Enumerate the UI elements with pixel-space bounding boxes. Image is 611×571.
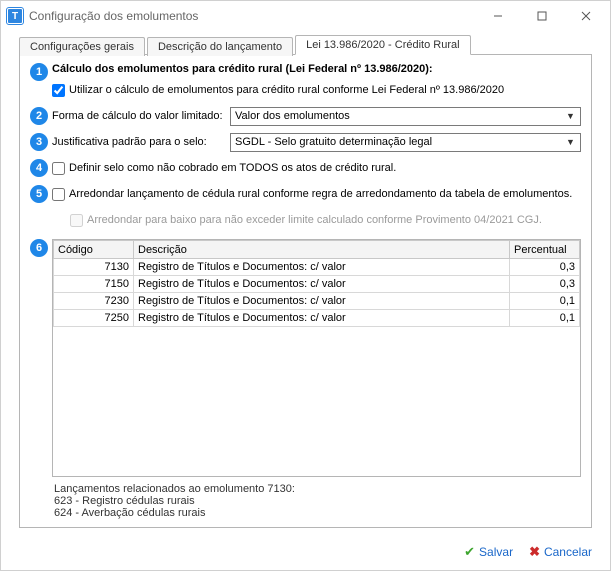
related-line-2: 624 - Averbação cédulas rurais <box>54 507 579 519</box>
combo-forma-calculo[interactable]: Valor dos emolumentos ▼ <box>230 107 581 126</box>
minimize-button[interactable] <box>476 2 520 30</box>
cell-code: 7230 <box>54 293 134 310</box>
save-button[interactable]: ✔ Salvar <box>464 544 513 560</box>
section-heading: 1 Cálculo dos emolumentos para crédito r… <box>30 63 581 75</box>
cell-desc: Registro de Títulos e Documentos: c/ val… <box>134 310 510 327</box>
tab-panel: 1 Cálculo dos emolumentos para crédito r… <box>19 54 592 528</box>
row-selo-nao-cobrado: 4 Definir selo como não cobrado em TODOS… <box>30 157 581 179</box>
cell-pct: 0,3 <box>510 259 580 276</box>
cell-code: 7150 <box>54 276 134 293</box>
checkbox-arredondar[interactable] <box>52 188 65 201</box>
checkbox-arredondar-baixo <box>70 214 83 227</box>
checkbox-arredondar-baixo-label: Arredondar para baixo para não exceder l… <box>87 214 542 226</box>
table-header-row: Código Descrição Percentual <box>54 241 580 259</box>
check-icon: ✔ <box>464 544 475 560</box>
label-justificativa: Justificativa padrão para o selo: <box>52 136 230 148</box>
table-row[interactable]: 7250Registro de Títulos e Documentos: c/… <box>54 310 580 327</box>
related-line-1: 623 - Registro cédulas rurais <box>54 495 579 507</box>
tabs: Configurações gerais Descrição do lançam… <box>19 33 592 55</box>
tab-credito-rural[interactable]: Lei 13.986/2020 - Crédito Rural <box>295 35 470 55</box>
col-header-descricao[interactable]: Descrição <box>134 241 510 259</box>
checkbox-selo-nao-cobrado-label: Definir selo como não cobrado em TODOS o… <box>69 162 396 174</box>
combo-justificativa-value: SGDL - Selo gratuito determinação legal <box>235 136 432 148</box>
emolumentos-table: Código Descrição Percentual 7130Registro… <box>52 239 581 477</box>
col-header-codigo[interactable]: Código <box>54 241 134 259</box>
titlebar: T Configuração dos emolumentos <box>1 1 610 31</box>
checkbox-selo-nao-cobrado[interactable] <box>52 162 65 175</box>
table-row[interactable]: 7150Registro de Títulos e Documentos: c/… <box>54 276 580 293</box>
row-justificativa: 3 Justificativa padrão para o selo: SGDL… <box>30 131 581 153</box>
related-title: Lançamentos relacionados ao emolumento 7… <box>54 483 579 495</box>
table-row[interactable]: 7130Registro de Títulos e Documentos: c/… <box>54 259 580 276</box>
maximize-button[interactable] <box>520 2 564 30</box>
app-icon: T <box>7 8 23 24</box>
row-checkbox-main: Utilizar o cálculo de emolumentos para c… <box>30 79 581 101</box>
combo-forma-calculo-value: Valor dos emolumentos <box>235 110 350 122</box>
cell-code: 7250 <box>54 310 134 327</box>
window-buttons <box>476 2 608 30</box>
dialog-footer: ✔ Salvar ✖ Cancelar <box>1 536 610 570</box>
badge-4: 4 <box>30 159 48 177</box>
window-title: Configuração dos emolumentos <box>29 9 476 23</box>
badge-3: 3 <box>30 133 48 151</box>
tab-config-gerais[interactable]: Configurações gerais <box>19 37 145 56</box>
tab-descricao[interactable]: Descrição do lançamento <box>147 37 293 56</box>
label-forma-calculo: Forma de cálculo do valor limitado: <box>52 110 230 122</box>
row-forma-calculo: 2 Forma de cálculo do valor limitado: Va… <box>30 105 581 127</box>
checkbox-arredondar-label: Arredondar lançamento de cédula rural co… <box>69 188 572 200</box>
col-header-percentual[interactable]: Percentual <box>510 241 580 259</box>
cell-desc: Registro de Títulos e Documentos: c/ val… <box>134 276 510 293</box>
heading-text: Cálculo dos emolumentos para crédito rur… <box>52 63 433 75</box>
config-window: T Configuração dos emolumentos Configura… <box>0 0 611 571</box>
table-row[interactable]: 7230Registro de Títulos e Documentos: c/… <box>54 293 580 310</box>
cell-desc: Registro de Títulos e Documentos: c/ val… <box>134 293 510 310</box>
cell-desc: Registro de Títulos e Documentos: c/ val… <box>134 259 510 276</box>
badge-2: 2 <box>30 107 48 125</box>
cell-pct: 0,1 <box>510 310 580 327</box>
related-info: Lançamentos relacionados ao emolumento 7… <box>52 477 581 521</box>
cell-code: 7130 <box>54 259 134 276</box>
checkbox-utilizar-calculo-label: Utilizar o cálculo de emolumentos para c… <box>69 84 504 96</box>
chevron-down-icon: ▼ <box>563 135 578 150</box>
badge-6: 6 <box>30 239 48 257</box>
cancel-button[interactable]: ✖ Cancelar <box>529 544 592 560</box>
row-arredondar: 5 Arredondar lançamento de cédula rural … <box>30 183 581 205</box>
combo-justificativa[interactable]: SGDL - Selo gratuito determinação legal … <box>230 133 581 152</box>
row-arredondar-baixo: Arredondar para baixo para não exceder l… <box>30 209 581 231</box>
badge-5: 5 <box>30 185 48 203</box>
cancel-button-label: Cancelar <box>544 545 592 559</box>
cell-pct: 0,1 <box>510 293 580 310</box>
cell-pct: 0,3 <box>510 276 580 293</box>
checkbox-utilizar-calculo[interactable] <box>52 84 65 97</box>
chevron-down-icon: ▼ <box>563 109 578 124</box>
close-button[interactable] <box>564 2 608 30</box>
cancel-icon: ✖ <box>529 544 540 560</box>
save-button-label: Salvar <box>479 545 513 559</box>
content-area: Configurações gerais Descrição do lançam… <box>1 31 610 536</box>
